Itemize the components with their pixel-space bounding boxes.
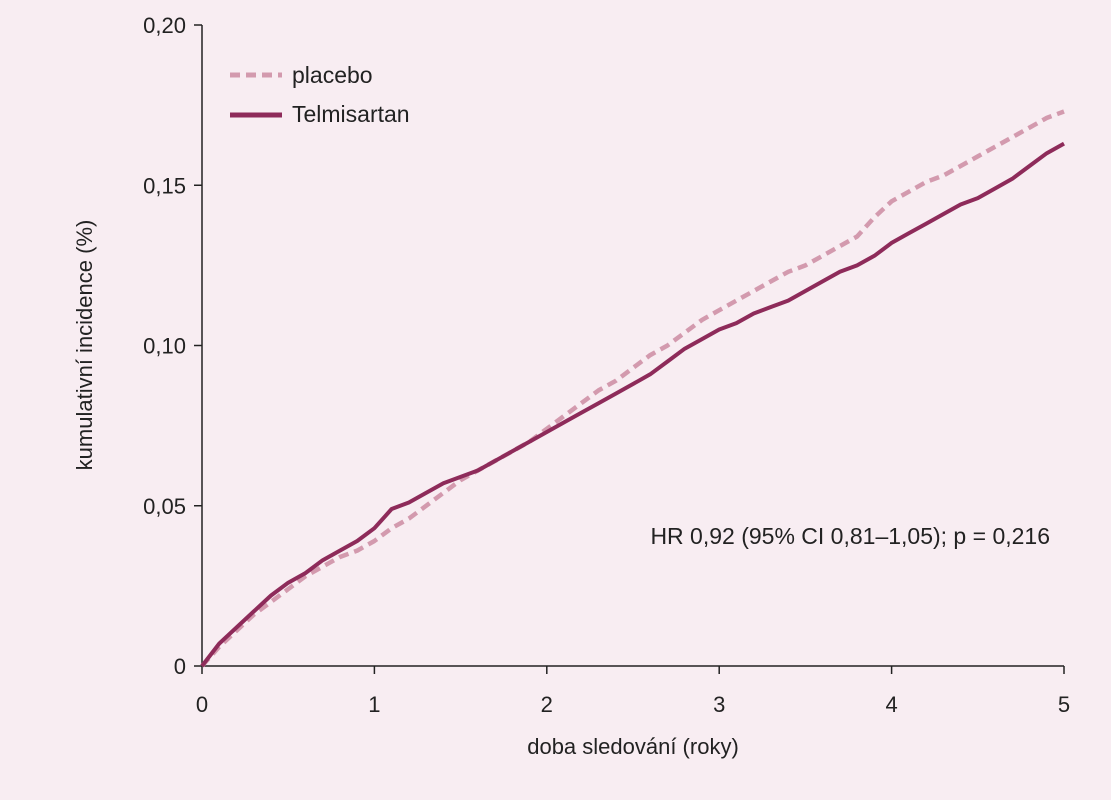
y-tick-label: 0,05	[143, 494, 186, 519]
x-tick-label: 4	[885, 692, 897, 717]
series-line-telmisartan	[200, 141, 1065, 668]
series-layer	[200, 109, 1065, 668]
y-tick-label: 0,10	[143, 334, 186, 359]
x-tick-label: 2	[541, 692, 553, 717]
legend-label-placebo: placebo	[292, 62, 373, 88]
y-tick-label: 0	[174, 654, 186, 679]
legend: placebo Telmisartan	[230, 62, 410, 127]
hazard-ratio-annotation: HR 0,92 (95% CI 0,81–1,05); p = 0,216	[650, 523, 1050, 549]
x-ticks: 0 1 2 3 4 5	[196, 666, 1070, 717]
y-tick-label: 0,15	[143, 173, 186, 198]
legend-label-telmisartan: Telmisartan	[292, 101, 410, 127]
x-axis-title: doba sledování (roky)	[527, 734, 739, 759]
x-tick-label: 5	[1058, 692, 1070, 717]
x-tick-label: 1	[368, 692, 380, 717]
y-ticks: 0 0,05 0,10 0,15 0,20	[143, 13, 202, 679]
series-line-placebo	[200, 109, 1065, 668]
x-tick-label: 3	[713, 692, 725, 717]
y-tick-label: 0,20	[143, 13, 186, 38]
x-tick-label: 0	[196, 692, 208, 717]
y-axis-title: kumulativní incidence (%)	[72, 220, 97, 471]
